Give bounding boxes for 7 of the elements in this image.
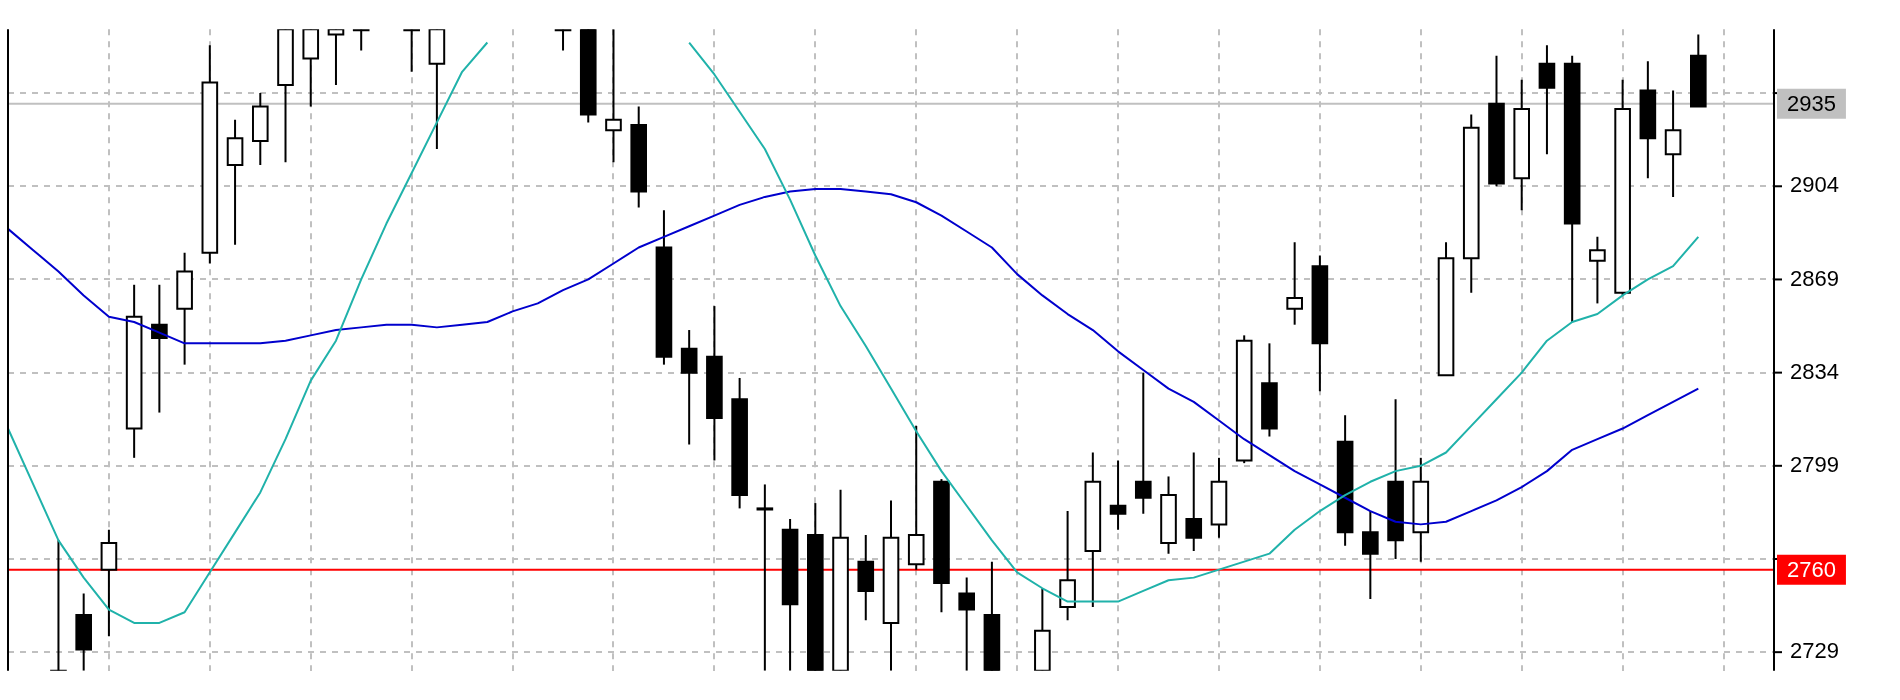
y-tick-label: 2834	[1790, 358, 1839, 384]
y-tick-label: 2729	[1790, 638, 1839, 664]
y-tick-label: 2904	[1790, 172, 1839, 198]
y-tick-label: 2869	[1790, 265, 1839, 291]
y-tick-label: 2799	[1790, 451, 1839, 477]
ref-line-label: 2760	[1787, 556, 1836, 582]
ref-line-label: 2935	[1787, 90, 1836, 116]
